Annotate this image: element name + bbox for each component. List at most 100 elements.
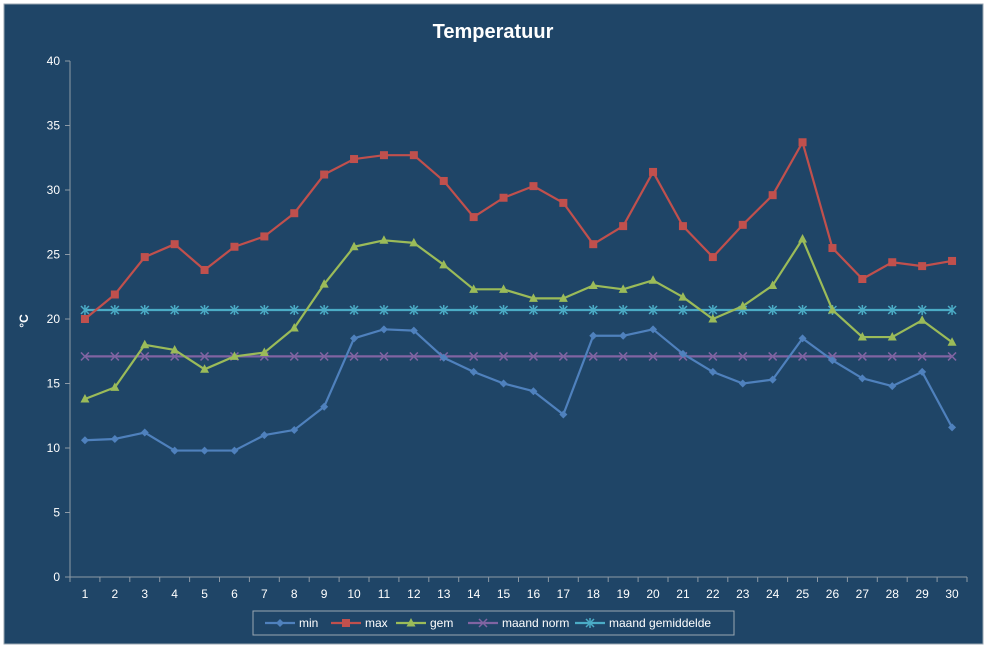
data-point-min	[708, 367, 717, 376]
data-point-max	[619, 222, 628, 231]
legend-label: min	[299, 616, 318, 630]
data-point-maand-norm	[140, 351, 150, 361]
marker-stroke	[379, 351, 389, 361]
data-point-maand-gemiddelde	[140, 304, 150, 315]
series-max	[80, 138, 957, 323]
data-point-maand-gemiddelde	[110, 304, 120, 315]
data-point-maand-norm	[289, 351, 299, 361]
series-line-gem	[84, 237, 953, 401]
x-tick-label: 7	[261, 587, 268, 601]
data-point-max	[290, 209, 299, 218]
x-tick-label: 23	[736, 587, 750, 601]
data-point-maand-gemiddelde	[349, 304, 359, 315]
data-point-min	[469, 367, 478, 376]
data-point-max	[589, 240, 598, 249]
x-tick-label: 1	[82, 587, 89, 601]
y-tick-label: 5	[53, 506, 60, 520]
data-point-gem	[708, 314, 718, 323]
data-point-maand-norm	[917, 351, 927, 361]
data-point-max	[768, 191, 777, 200]
data-point-maand-gemiddelde	[798, 304, 808, 315]
data-point-max	[499, 193, 508, 202]
legend-marker	[585, 618, 595, 628]
data-point-gem	[768, 280, 778, 289]
data-point-min	[948, 423, 957, 432]
data-point-max	[350, 155, 359, 164]
marker-stroke	[947, 351, 957, 361]
data-point-min	[589, 331, 598, 340]
data-point-maand-gemiddelde	[708, 304, 718, 315]
data-point-maand-norm	[887, 351, 897, 361]
legend-item-maand-norm: maand norm	[468, 616, 569, 630]
data-point-max	[170, 240, 179, 249]
marker-stroke	[618, 351, 628, 361]
data-point-max	[529, 182, 538, 191]
data-point-gem	[528, 293, 538, 302]
data-point-gem	[80, 393, 90, 403]
chart-title: Temperatuur	[433, 21, 554, 43]
marker-stroke	[738, 351, 748, 361]
data-point-maand-gemiddelde	[558, 304, 568, 315]
data-point-gem	[738, 301, 748, 310]
marker-stroke	[499, 351, 509, 361]
marker-stroke	[648, 351, 658, 361]
data-point-maand-norm	[558, 351, 568, 361]
series-maand-norm	[80, 351, 957, 361]
data-point-min	[678, 349, 687, 358]
data-point-max	[230, 242, 239, 251]
data-point-maand-gemiddelde	[618, 304, 628, 315]
data-point-maand-gemiddelde	[499, 304, 509, 315]
data-point-maand-norm	[409, 351, 419, 361]
x-tick-label: 10	[347, 587, 361, 601]
legend-label: maand norm	[502, 616, 569, 630]
x-tick-label: 16	[527, 587, 541, 601]
marker-stroke	[887, 351, 897, 361]
data-point-gem	[588, 280, 598, 289]
chart-background	[3, 3, 984, 645]
data-point-maand-gemiddelde	[768, 304, 778, 315]
data-point-maand-gemiddelde	[917, 304, 927, 315]
data-point-gem	[409, 237, 419, 247]
x-tick-label: 20	[646, 587, 660, 601]
data-point-min	[260, 431, 269, 440]
data-point-max	[409, 151, 418, 160]
legend-marker	[406, 618, 416, 627]
data-point-max	[948, 256, 957, 265]
x-tick-label: 6	[231, 587, 238, 601]
y-tick-label: 35	[47, 119, 61, 133]
x-tick-label: 30	[945, 587, 959, 601]
y-tick-label: 10	[47, 441, 61, 455]
data-point-maand-gemiddelde	[409, 304, 419, 315]
data-point-maand-norm	[170, 351, 180, 361]
data-point-max	[140, 253, 149, 262]
data-point-maand-norm	[469, 351, 479, 361]
data-point-max	[439, 176, 448, 185]
data-point-gem	[827, 304, 837, 314]
y-tick-label: 25	[47, 248, 61, 262]
y-tick-label: 30	[47, 183, 61, 197]
x-tick-label: 18	[587, 587, 601, 601]
data-point-maand-norm	[499, 351, 509, 361]
data-point-maand-gemiddelde	[947, 304, 957, 315]
data-point-max	[379, 151, 388, 160]
marker-stroke	[80, 351, 90, 361]
data-point-max	[80, 315, 89, 323]
data-point-maand-norm	[110, 351, 120, 361]
x-tick-label: 27	[856, 587, 870, 601]
x-tick-label: 4	[171, 587, 178, 601]
data-point-maand-gemiddelde	[528, 304, 538, 315]
marker-stroke	[708, 351, 718, 361]
data-point-gem	[917, 315, 927, 324]
data-point-gem	[798, 234, 808, 243]
series-min	[80, 325, 957, 455]
x-tick-label: 3	[141, 587, 148, 601]
data-point-gem	[887, 332, 897, 341]
data-point-min	[888, 382, 897, 391]
x-tick-label: 2	[112, 587, 119, 601]
x-tick-label: 17	[557, 587, 571, 601]
data-point-maand-gemiddelde	[200, 304, 210, 315]
data-point-maand-norm	[768, 351, 778, 361]
data-point-gem	[229, 351, 239, 360]
data-point-max	[858, 275, 867, 284]
